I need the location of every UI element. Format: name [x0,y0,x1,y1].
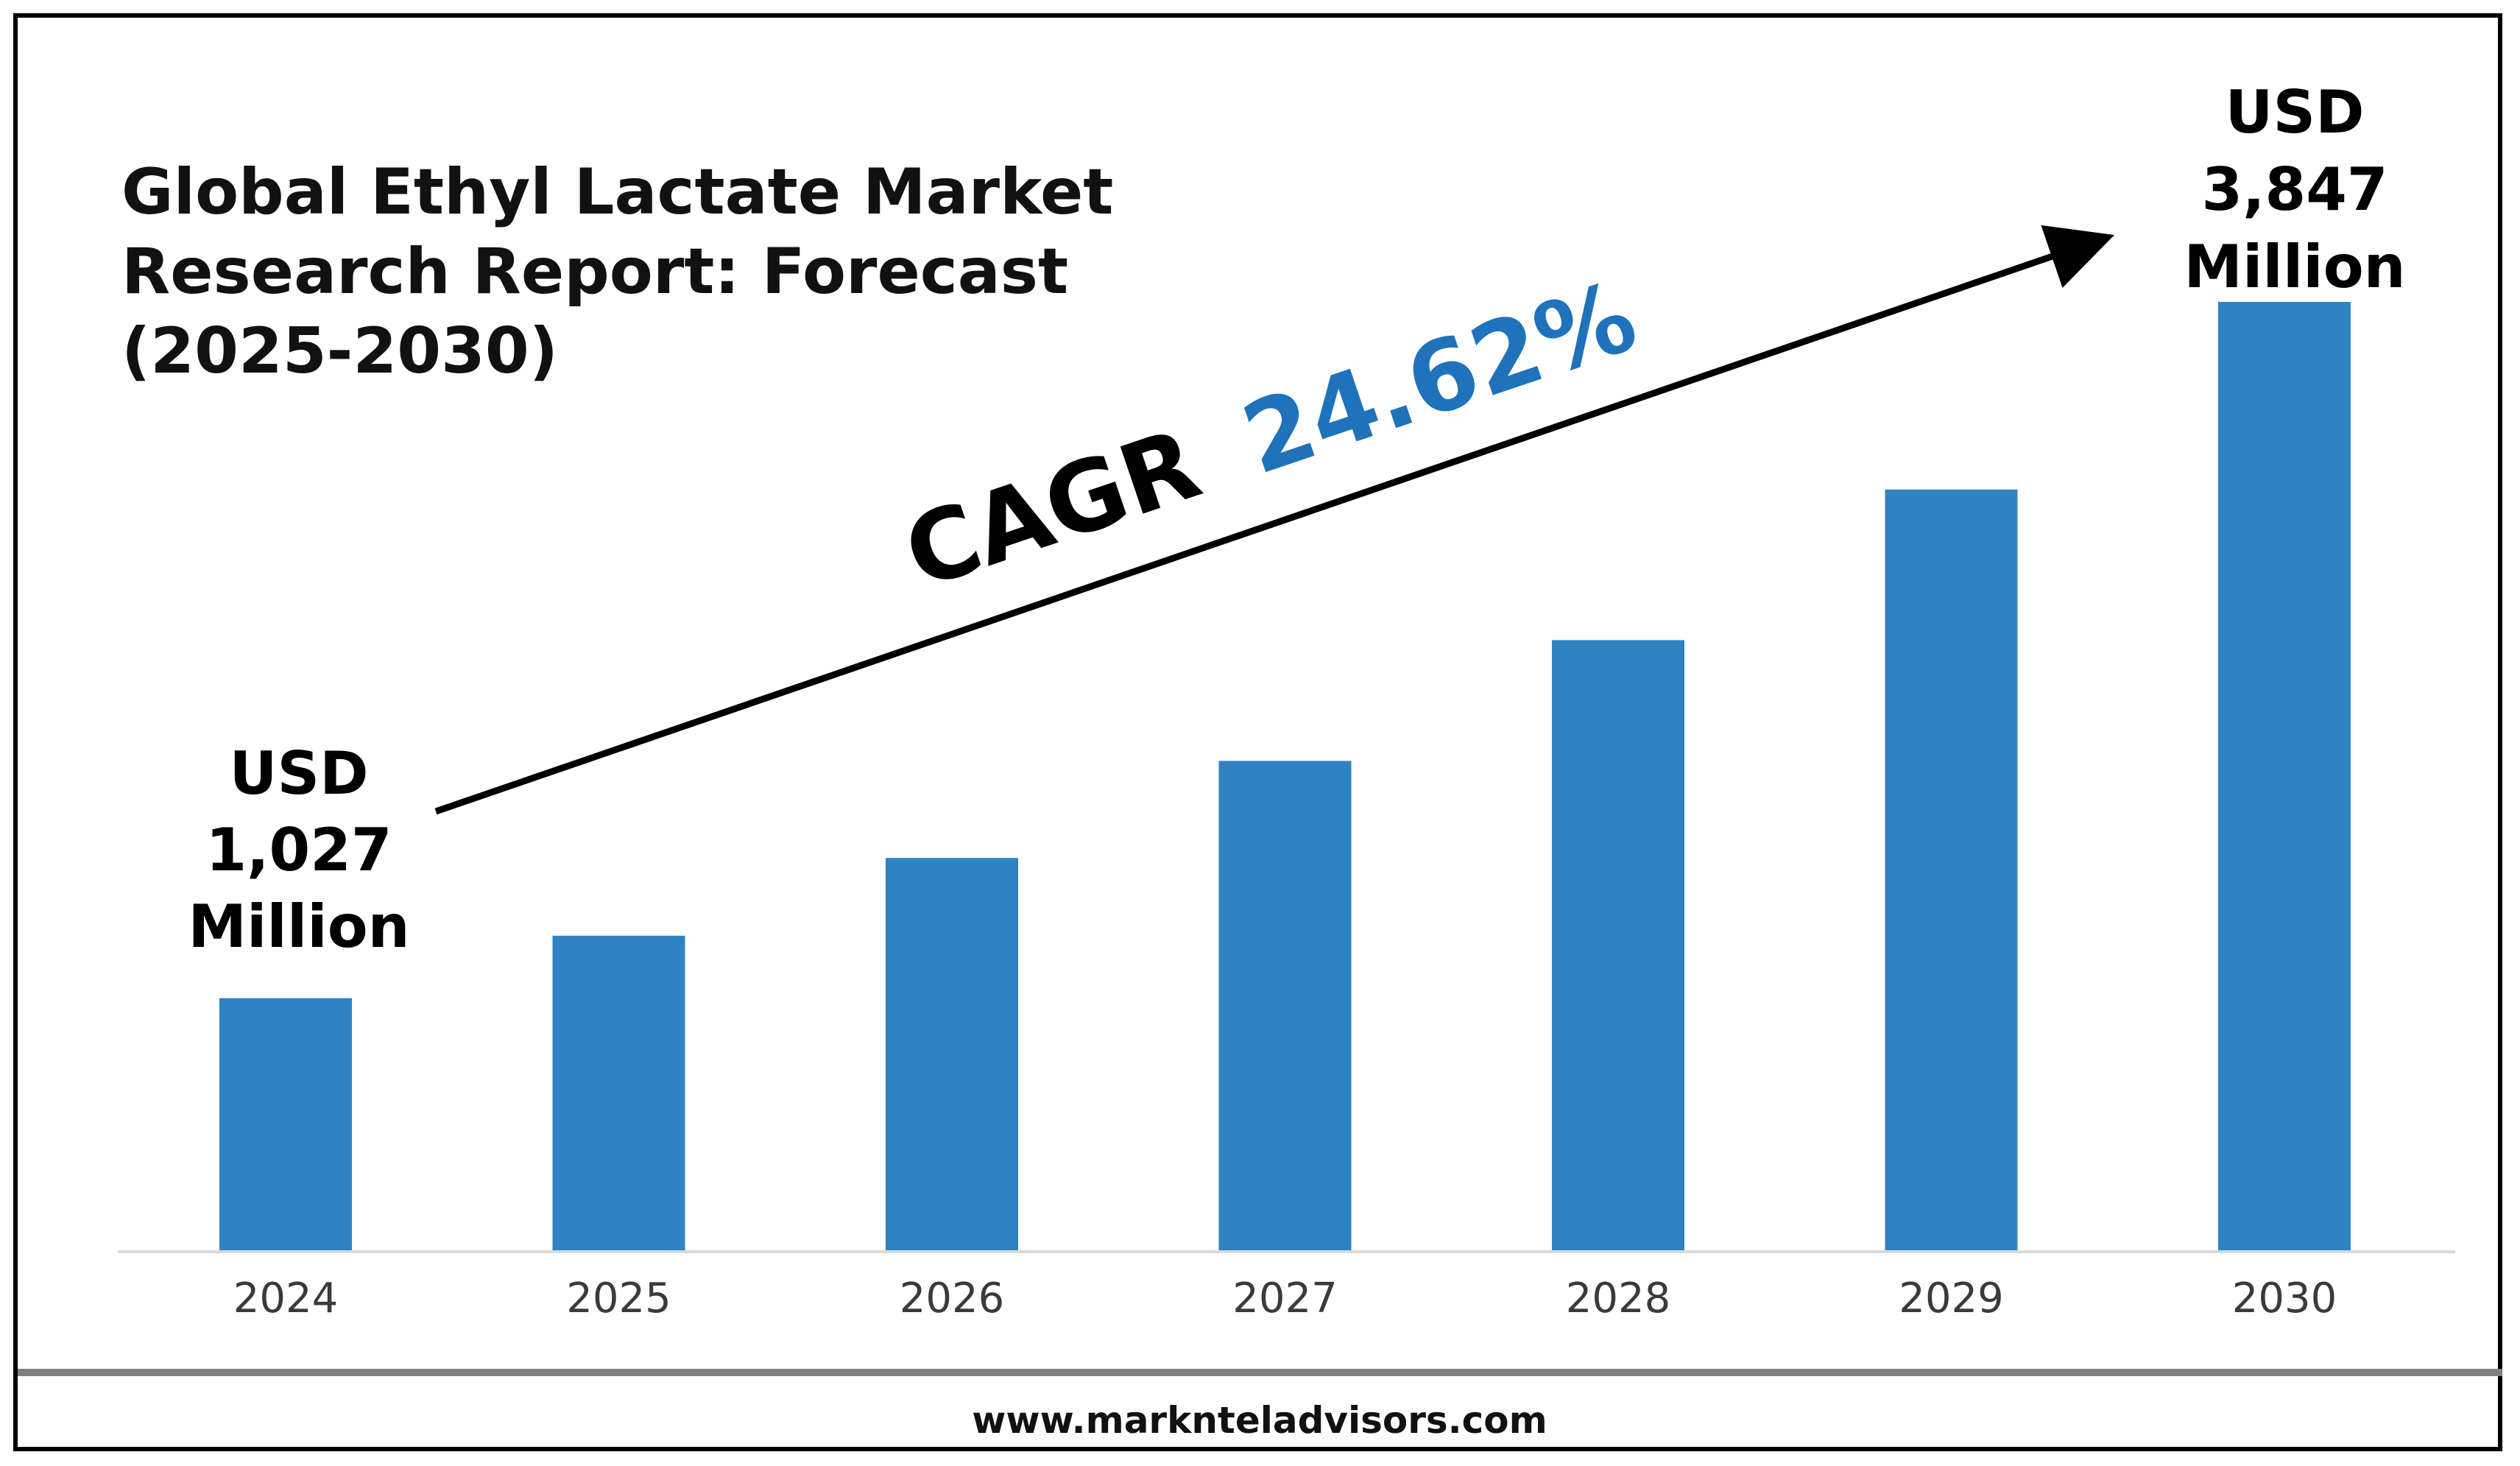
footer-website: www.marknteladvisors.com [972,1399,1547,1442]
chart-title-line-3: (2025-2030) [121,314,558,388]
x-axis-tick-labels: 2024 2025 2026 2027 2028 2029 2030 [233,1275,2337,1322]
chart-title-line-1: Global Ethyl Lactate Market [121,155,1113,229]
start-value-line-3: Million [188,892,409,961]
bar-2027 [1218,761,1352,1252]
x-tick-label-2024: 2024 [233,1275,339,1322]
bar-2029 [1885,489,2018,1252]
end-value-line-1: USD [2226,78,2365,147]
chart-title: Global Ethyl Lactate Market Research Rep… [121,155,1113,388]
start-value-line-1: USD [230,739,369,808]
x-tick-label-2025: 2025 [566,1275,671,1322]
x-tick-label-2028: 2028 [1566,1275,1671,1322]
chart-title-line-2: Research Report: Forecast [121,235,1068,309]
start-value-annotation: USD 1,027 Million [188,739,409,961]
start-value-line-2: 1,027 [205,816,392,884]
end-value-line-2: 3,847 [2201,155,2387,224]
x-tick-label-2027: 2027 [1232,1275,1338,1322]
bar-2028 [1552,640,1684,1252]
x-tick-label-2030: 2030 [2232,1275,2337,1322]
bar-2030 [2218,302,2351,1252]
cagr-label: CAGR [892,407,1213,611]
x-tick-label-2026: 2026 [900,1275,1005,1322]
x-tick-label-2029: 2029 [1899,1275,2004,1322]
cagr-value: 24.62% [1229,260,1649,497]
bar-2024 [219,998,352,1252]
bar-series [219,302,2351,1252]
end-value-line-3: Million [2184,233,2405,301]
growth-trend-arrow [434,225,2115,815]
bar-2025 [552,935,685,1252]
bar-2026 [886,858,1018,1252]
end-value-annotation: USD 3,847 Million [2184,78,2405,301]
